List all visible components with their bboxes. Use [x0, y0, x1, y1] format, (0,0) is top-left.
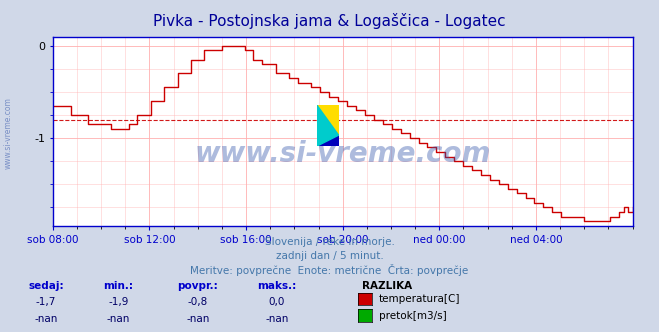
Text: www.si-vreme.com: www.si-vreme.com [194, 140, 491, 168]
Text: -nan: -nan [265, 314, 289, 324]
Text: -nan: -nan [107, 314, 130, 324]
Text: 0,0: 0,0 [269, 297, 285, 307]
Text: sedaj:: sedaj: [28, 281, 64, 290]
Text: Meritve: povprečne  Enote: metrične  Črta: povprečje: Meritve: povprečne Enote: metrične Črta:… [190, 264, 469, 276]
Text: Pivka - Postojnska jama & Logaščica - Logatec: Pivka - Postojnska jama & Logaščica - Lo… [153, 13, 506, 29]
Text: povpr.:: povpr.: [177, 281, 218, 290]
Text: -1,9: -1,9 [109, 297, 129, 307]
Text: min.:: min.: [103, 281, 134, 290]
Text: www.si-vreme.com: www.si-vreme.com [4, 97, 13, 169]
Text: Slovenija / reke in morje.: Slovenija / reke in morje. [264, 237, 395, 247]
Text: zadnji dan / 5 minut.: zadnji dan / 5 minut. [275, 251, 384, 261]
Text: RAZLIKA: RAZLIKA [362, 281, 413, 290]
Text: -1,7: -1,7 [36, 297, 56, 307]
Text: -0,8: -0,8 [188, 297, 208, 307]
Text: -nan: -nan [34, 314, 58, 324]
Text: pretok[m3/s]: pretok[m3/s] [379, 311, 447, 321]
Text: temperatura[C]: temperatura[C] [379, 294, 461, 304]
Text: maks.:: maks.: [257, 281, 297, 290]
Text: -nan: -nan [186, 314, 210, 324]
